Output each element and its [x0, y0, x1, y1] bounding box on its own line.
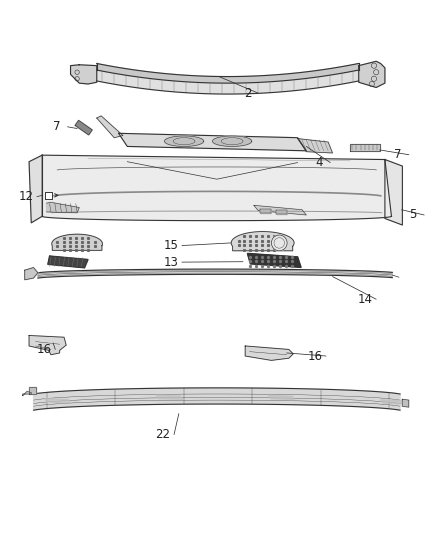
Polygon shape: [29, 335, 66, 354]
Text: 12: 12: [18, 190, 34, 203]
Polygon shape: [297, 139, 332, 153]
Polygon shape: [385, 159, 403, 225]
Polygon shape: [359, 61, 385, 87]
Polygon shape: [276, 210, 287, 214]
Polygon shape: [254, 205, 306, 215]
Text: 4: 4: [316, 156, 323, 169]
Text: 16: 16: [37, 343, 52, 356]
Text: 2: 2: [244, 87, 251, 100]
Polygon shape: [247, 253, 301, 268]
Text: 14: 14: [358, 293, 373, 306]
Polygon shape: [268, 395, 295, 400]
Polygon shape: [75, 120, 92, 135]
Polygon shape: [23, 391, 32, 396]
Polygon shape: [212, 136, 252, 147]
Polygon shape: [402, 399, 409, 407]
Text: 15: 15: [163, 239, 178, 252]
Polygon shape: [38, 269, 392, 278]
Text: 22: 22: [155, 428, 171, 441]
Text: 13: 13: [163, 256, 178, 269]
Polygon shape: [29, 387, 36, 394]
Polygon shape: [45, 192, 52, 199]
Polygon shape: [42, 155, 392, 221]
Polygon shape: [165, 136, 204, 147]
Polygon shape: [156, 395, 183, 400]
Polygon shape: [97, 116, 123, 138]
Polygon shape: [34, 388, 400, 410]
Polygon shape: [71, 65, 97, 84]
Polygon shape: [350, 144, 380, 151]
Polygon shape: [52, 234, 102, 251]
Polygon shape: [46, 203, 79, 213]
Polygon shape: [48, 256, 88, 268]
Text: 16: 16: [307, 350, 322, 362]
Polygon shape: [245, 346, 293, 360]
Polygon shape: [25, 268, 38, 280]
Text: 5: 5: [410, 208, 417, 222]
Polygon shape: [45, 399, 71, 403]
Polygon shape: [29, 155, 42, 223]
Polygon shape: [231, 231, 294, 251]
Polygon shape: [380, 400, 406, 404]
Text: 7: 7: [394, 148, 402, 161]
Polygon shape: [97, 63, 359, 83]
Polygon shape: [261, 209, 272, 213]
Text: 7: 7: [53, 120, 60, 133]
Polygon shape: [97, 70, 359, 94]
Polygon shape: [119, 133, 306, 151]
Circle shape: [272, 235, 287, 251]
